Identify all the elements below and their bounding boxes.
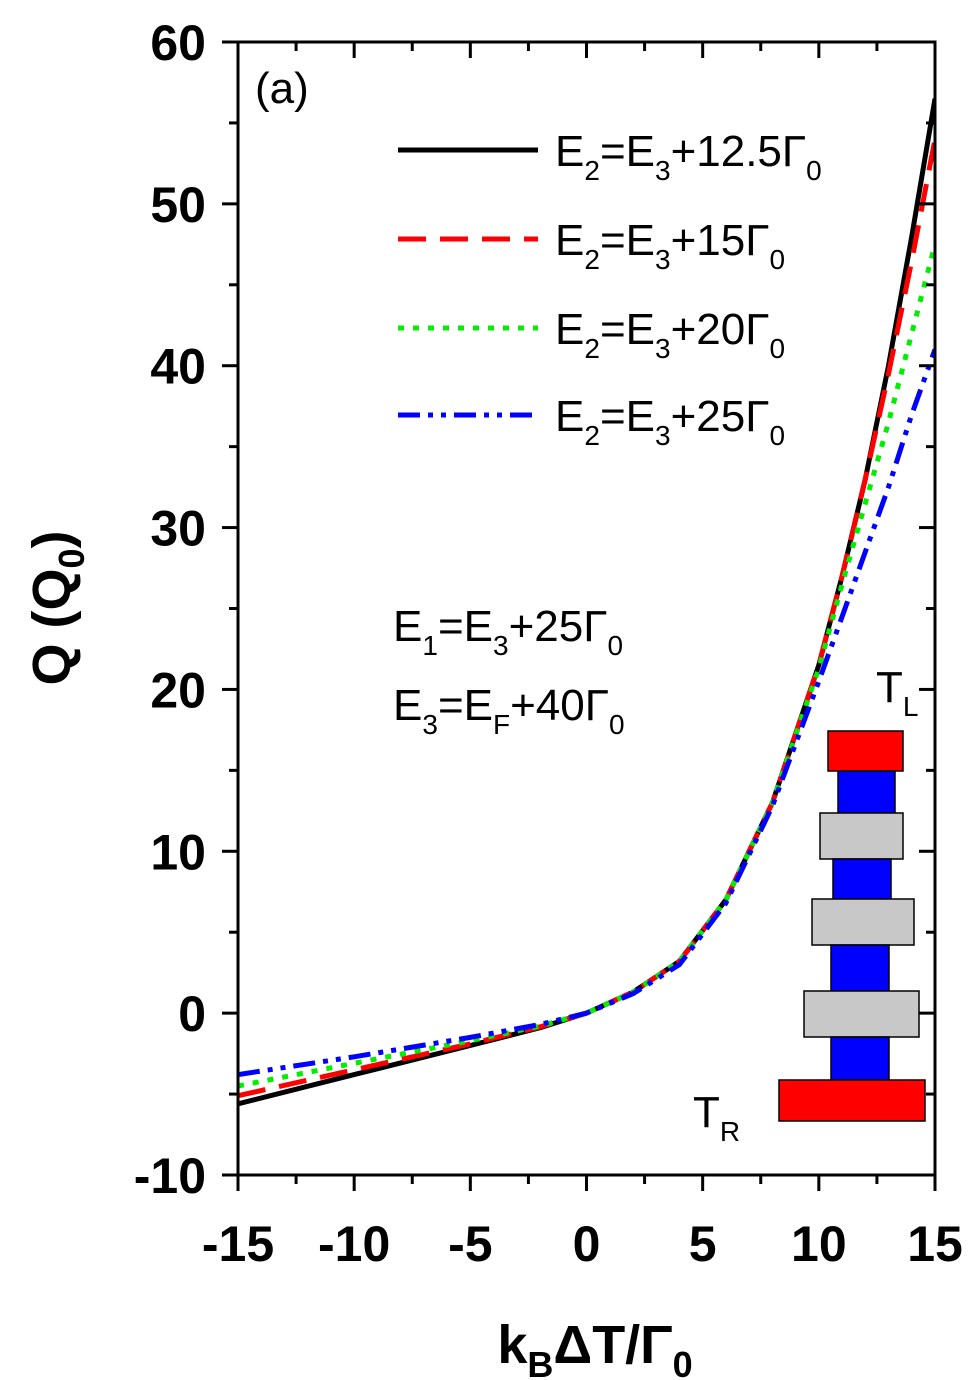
legend-label-4: E2=E3+25Γ0: [555, 392, 785, 451]
parameter-annotation: E1=E3+25Γ0 E3=EF+40Γ0: [393, 602, 625, 740]
inset-left-lead: [827, 730, 904, 772]
x-tick-label: 15: [907, 1216, 963, 1272]
inset-label-tr: TR: [693, 1088, 740, 1147]
panel-label: (a): [255, 64, 309, 113]
y-tick-label: 60: [150, 15, 206, 71]
inset-dot-2: [832, 858, 892, 900]
x-tick-label: 10: [791, 1216, 847, 1272]
inset-right-lead: [778, 1079, 926, 1122]
y-tick-label: -10: [134, 1148, 206, 1204]
series-layer: [238, 98, 935, 1107]
inset-dot-4: [830, 1036, 890, 1081]
series-line-3: [238, 243, 935, 1089]
legend-label-1: E2=E3+12.5Γ0: [555, 127, 822, 186]
inset-barrier-1: [819, 812, 904, 860]
annotation-line-2: E3=EF+40Γ0: [393, 681, 625, 740]
inset-label-tl: TL: [876, 663, 918, 722]
x-axis-title: kBΔT/Γ0: [497, 1315, 692, 1380]
legend-label-3: E2=E3+20Γ0: [555, 305, 785, 364]
inset-schematic: TL TR: [693, 663, 926, 1147]
inset-barrier-3: [803, 990, 920, 1038]
inset-dot-3: [830, 944, 890, 992]
series-line-4: [238, 348, 935, 1078]
x-tick-label: 5: [689, 1216, 717, 1272]
inset-dot-1: [837, 770, 896, 814]
x-tick-label: -10: [318, 1216, 390, 1272]
y-tick-label: 40: [150, 339, 206, 395]
y-tick-label: 0: [178, 986, 206, 1042]
y-tick-label: 10: [150, 824, 206, 880]
y-tick-label: 30: [150, 501, 206, 557]
axes: [222, 40, 937, 1191]
y-axis-title: Q (Q0): [22, 530, 92, 685]
tick-labels: -15 -10 -5 0 5 10 15 -10 0 10 20 30 40 50 60: [134, 15, 963, 1272]
annotation-line-1: E1=E3+25Γ0: [393, 602, 623, 661]
y-tick-label: 20: [150, 662, 206, 718]
legend: E2=E3+12.5Γ0 E2=E3+15Γ0 E2=E3+20Γ0 E2=E3+25…: [398, 127, 822, 451]
inset-barrier-2: [811, 898, 915, 946]
x-tick-label: -15: [202, 1216, 274, 1272]
y-tick-label: 50: [150, 177, 206, 233]
legend-label-2: E2=E3+15Γ0: [555, 216, 785, 275]
x-tick-label: -5: [448, 1216, 492, 1272]
x-tick-label: 0: [573, 1216, 601, 1272]
